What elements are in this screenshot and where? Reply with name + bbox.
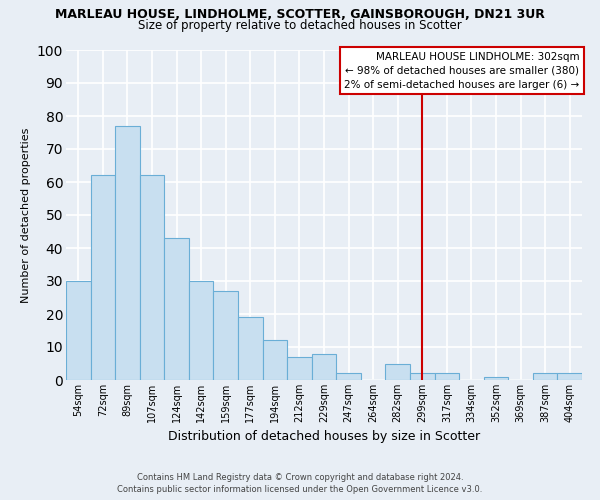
Bar [287,357,312,380]
Bar [66,281,91,380]
Bar [385,364,410,380]
X-axis label: Distribution of detached houses by size in Scotter: Distribution of detached houses by size … [168,430,480,444]
Bar [164,238,189,380]
Text: MARLEAU HOUSE, LINDHOLME, SCOTTER, GAINSBOROUGH, DN21 3UR: MARLEAU HOUSE, LINDHOLME, SCOTTER, GAINS… [55,8,545,20]
Bar [312,354,336,380]
Bar [214,291,238,380]
Bar [557,374,582,380]
Bar [263,340,287,380]
Text: Size of property relative to detached houses in Scotter: Size of property relative to detached ho… [138,19,462,32]
Bar [336,374,361,380]
Bar [410,374,434,380]
Text: MARLEAU HOUSE LINDHOLME: 302sqm
← 98% of detached houses are smaller (380)
2% of: MARLEAU HOUSE LINDHOLME: 302sqm ← 98% of… [344,52,580,90]
Bar [189,281,214,380]
Bar [140,176,164,380]
Bar [91,176,115,380]
Y-axis label: Number of detached properties: Number of detached properties [21,128,31,302]
Bar [115,126,140,380]
Text: Contains HM Land Registry data © Crown copyright and database right 2024.
Contai: Contains HM Land Registry data © Crown c… [118,472,482,494]
Bar [533,374,557,380]
Bar [434,374,459,380]
Bar [484,376,508,380]
Bar [238,318,263,380]
